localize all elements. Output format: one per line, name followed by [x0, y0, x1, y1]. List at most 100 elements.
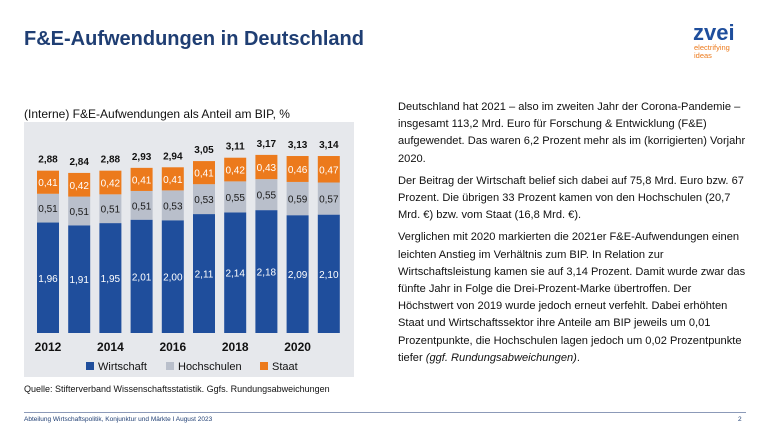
data-label-wirtschaft-2021: 2,10 — [319, 270, 339, 281]
bar-segment-wirtschaft-2013 — [68, 225, 91, 333]
total-label-2020: 3,13 — [288, 140, 308, 151]
page-title: F&E-Aufwendungen in Deutschland — [24, 28, 364, 50]
data-label-wirtschaft-2017: 2,11 — [195, 270, 214, 281]
legend-label-hochschulen: Hochschulen — [178, 361, 242, 373]
data-label-wirtschaft-2013: 1,91 — [69, 275, 89, 286]
data-label-hochschulen-2016: 0,53 — [163, 201, 183, 212]
data-label-wirtschaft-2015: 2,01 — [132, 272, 152, 283]
data-label-hochschulen-2021: 0,57 — [319, 195, 339, 206]
x-tick-label-2014: 2014 — [97, 340, 124, 354]
total-label-2016: 2,94 — [163, 151, 183, 162]
page-number: 2 — [738, 416, 742, 423]
data-label-wirtschaft-2019: 2,18 — [257, 268, 277, 279]
data-label-hochschulen-2012: 0,51 — [38, 204, 58, 215]
zvei-logo: zvei electrifying ideas — [693, 22, 753, 60]
data-label-staat-2021: 0,47 — [319, 165, 339, 176]
total-label-2019: 3,17 — [257, 139, 277, 150]
data-label-hochschulen-2015: 0,51 — [132, 201, 152, 212]
bar-segment-hochschulen-2012 — [37, 193, 59, 223]
x-tick-label-2018: 2018 — [222, 340, 249, 354]
paragraph-1: Deutschland hat 2021 – also im zweiten J… — [398, 101, 746, 165]
data-label-hochschulen-2017: 0,53 — [194, 195, 214, 206]
bar-segment-staat-2019 — [255, 154, 278, 180]
data-label-staat-2018: 0,42 — [225, 166, 245, 177]
body-text: Deutschland hat 2021 – also im zweiten J… — [398, 99, 748, 372]
x-tick-label-2012: 2012 — [35, 340, 62, 354]
data-label-wirtschaft-2018: 2,14 — [225, 269, 245, 280]
bar-segment-hochschulen-2017 — [193, 184, 215, 215]
bar-segment-hochschulen-2015 — [130, 190, 153, 220]
paragraph-3-end: . — [576, 351, 580, 364]
bar-segment-staat-2013 — [68, 172, 91, 197]
total-label-2014: 2,88 — [101, 155, 121, 166]
chart-panel: 1,96 0,51 0,41 2,88 2012 1,91 0,51 0,42 2,84 1,95… — [24, 122, 354, 377]
data-label-staat-2020: 0,46 — [288, 165, 308, 176]
footer-text: Abteilung Wirtschaftspolitik, Konjunktur… — [24, 416, 213, 423]
chart-title: (Interne) F&E-Aufwendungen als Anteil am… — [24, 107, 290, 121]
logo-tagline-line-2: ideas — [694, 51, 712, 60]
paragraph-2: Der Beitrag der Wirtschaft belief sich d… — [398, 174, 744, 222]
logo-tagline-line-1: electrifying — [694, 43, 730, 52]
bar-segment-wirtschaft-2017 — [193, 214, 215, 333]
footer-divider — [24, 412, 746, 413]
data-label-hochschulen-2019: 0,55 — [257, 191, 277, 202]
bar-segment-wirtschaft-2021 — [317, 214, 340, 333]
total-label-2012: 2,88 — [38, 155, 58, 166]
bar-segment-hochschulen-2020 — [286, 181, 309, 216]
data-label-staat-2017: 0,41 — [194, 169, 214, 180]
legend-label-wirtschaft: Wirtschaft — [98, 361, 147, 373]
bar-segment-wirtschaft-2014 — [99, 223, 122, 333]
bar-segment-staat-2015 — [130, 167, 153, 191]
data-label-staat-2014: 0,42 — [101, 179, 121, 190]
bar-segment-staat-2014 — [99, 170, 122, 195]
bar-segment-hochschulen-2013 — [68, 196, 91, 226]
bar-segment-wirtschaft-2015 — [130, 219, 153, 333]
data-label-hochschulen-2020: 0,59 — [288, 195, 308, 206]
data-label-staat-2013: 0,42 — [69, 181, 89, 192]
data-label-wirtschaft-2014: 1,95 — [101, 274, 121, 285]
data-label-staat-2019: 0,43 — [257, 163, 277, 174]
data-label-staat-2016: 0,41 — [163, 175, 183, 186]
bar-segment-staat-2018 — [224, 157, 247, 182]
data-label-hochschulen-2018: 0,55 — [225, 193, 245, 204]
bar-segment-wirtschaft-2020 — [286, 215, 309, 333]
total-label-2013: 2,84 — [69, 157, 89, 168]
bar-segment-hochschulen-2018 — [224, 181, 247, 213]
data-label-staat-2015: 0,41 — [132, 175, 152, 186]
total-label-2017: 3,05 — [194, 145, 214, 156]
stacked-bar-chart: 1,96 0,51 0,41 2,88 2012 1,91 0,51 0,42 2,84 1,95… — [35, 139, 340, 373]
bar-segment-hochschulen-2021 — [317, 182, 340, 215]
paragraph-3: Verglichen mit 2020 markierten die 2021e… — [398, 229, 748, 367]
x-tick-label-2020: 2020 — [284, 340, 311, 354]
bar-segment-wirtschaft-2018 — [224, 212, 247, 333]
logo-wordmark: zvei — [693, 20, 735, 45]
bar-segment-wirtschaft-2012 — [37, 222, 59, 333]
paragraph-3-note: (ggf. Rundungsabweichungen) — [425, 351, 577, 364]
total-label-2015: 2,93 — [132, 152, 152, 163]
bar-segment-staat-2021 — [317, 156, 340, 183]
bar-segment-staat-2020 — [286, 156, 309, 182]
bar-segment-hochschulen-2019 — [255, 179, 278, 211]
paragraph-3-text: Verglichen mit 2020 markierten die 2021e… — [398, 231, 746, 364]
bar-segment-hochschulen-2014 — [99, 194, 122, 224]
data-label-wirtschaft-2016: 2,00 — [163, 273, 183, 284]
bar-segment-staat-2017 — [193, 161, 215, 185]
total-label-2018: 3,11 — [226, 142, 245, 153]
data-label-wirtschaft-2012: 1,96 — [38, 274, 58, 285]
legend-swatch-hochschulen — [166, 362, 174, 370]
data-label-staat-2012: 0,41 — [38, 178, 58, 189]
legend-label-staat: Staat — [272, 361, 298, 373]
legend-swatch-staat — [260, 362, 268, 370]
bar-segment-wirtschaft-2016 — [161, 220, 184, 333]
data-label-hochschulen-2014: 0,51 — [101, 205, 121, 216]
total-label-2021: 3,14 — [319, 140, 339, 151]
bar-segment-staat-2012 — [37, 170, 59, 194]
data-label-wirtschaft-2020: 2,09 — [288, 270, 308, 281]
x-tick-label-2016: 2016 — [159, 340, 186, 354]
bar-segment-hochschulen-2016 — [161, 190, 184, 221]
data-label-hochschulen-2013: 0,51 — [69, 207, 89, 218]
legend-swatch-wirtschaft — [86, 362, 94, 370]
bar-segment-wirtschaft-2019 — [255, 210, 278, 333]
source-note: Quelle: Stifterverband Wissenschaftsstat… — [24, 384, 330, 394]
bar-segment-staat-2016 — [161, 167, 184, 191]
